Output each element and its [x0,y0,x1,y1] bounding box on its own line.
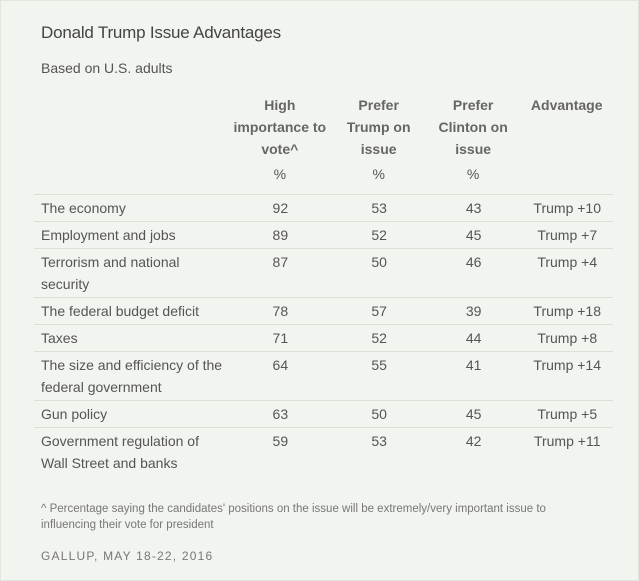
cell-prefer-trump: 50 [371,254,387,270]
header-issue [34,94,228,160]
cell-issue: Terrorism and national security [41,254,180,292]
cell-importance: 64 [272,357,289,373]
cell-importance: 92 [272,200,289,216]
table-row: Taxes 71 52 44 Trump +8 [34,324,613,352]
unit-importance: % [273,166,287,182]
cell-prefer-trump: 57 [371,303,387,319]
table-row: The economy 92 53 43 Trump +10 [34,194,613,222]
table-row: Government regulation of Wall Street and… [34,427,613,477]
cell-prefer-clinton: 39 [465,303,482,319]
cell-prefer-trump: 53 [371,433,387,449]
cell-importance: 87 [272,254,289,270]
cell-issue: Taxes [41,330,78,346]
cell-advantage: Trump +5 [537,406,598,422]
cell-importance: 63 [272,406,289,422]
cell-issue: The economy [41,200,126,216]
cell-prefer-trump: 53 [371,200,387,216]
cell-importance: 71 [272,330,289,346]
table-row: Gun policy 63 50 45 Trump +5 [34,400,613,428]
cell-advantage: Trump +18 [533,303,601,319]
cell-advantage: Trump +7 [537,227,598,243]
table-row: Employment and jobs 89 52 45 Trump +7 [34,221,613,249]
header-prefer-clinton: Prefer Clinton on issue [438,97,508,157]
chart-title: Donald Trump Issue Advantages [41,23,281,42]
cell-prefer-trump: 52 [371,330,387,346]
cell-issue: Employment and jobs [41,227,176,243]
cell-prefer-clinton: 45 [465,227,482,243]
header-advantage: Advantage [530,97,603,113]
issue-table: High importance to vote^ Prefer Trump on… [34,94,613,476]
header-importance: High importance to vote^ [233,97,327,157]
cell-issue: The federal budget deficit [41,303,199,319]
cell-prefer-trump: 52 [371,227,387,243]
cell-advantage: Trump +11 [533,433,601,449]
cell-prefer-clinton: 43 [465,200,482,216]
cell-advantage: Trump +8 [537,330,598,346]
cell-importance: 89 [272,227,289,243]
footnote: ^ Percentage saying the candidates' posi… [41,503,546,531]
cell-advantage: Trump +4 [537,254,598,270]
cell-advantage: Trump +10 [533,200,601,216]
header-prefer-trump: Prefer Trump on issue [346,97,411,157]
cell-prefer-trump: 50 [371,406,387,422]
table-row: The size and efficiency of the federal g… [34,351,613,401]
cell-importance: 78 [272,303,289,319]
cell-prefer-clinton: 46 [465,254,482,270]
cell-prefer-clinton: 41 [465,357,482,373]
cell-issue: Government regulation of Wall Street and… [41,433,199,471]
table-row: The federal budget deficit 78 57 39 Trump +1… [34,297,613,325]
cell-issue: The size and efficiency of the federal g… [41,357,223,395]
unit-prefer-clinton: % [466,166,480,182]
cell-prefer-trump: 55 [371,357,387,373]
table-row: Terrorism and national security 87 50 46 Tru… [34,248,613,298]
cell-issue: Gun policy [41,406,108,422]
cell-prefer-clinton: 45 [465,406,482,422]
unit-advantage [520,160,613,195]
unit-issue [34,160,228,195]
chart-subtitle: Based on U.S. adults [41,60,173,76]
cell-prefer-clinton: 42 [465,433,482,449]
cell-importance: 59 [272,433,289,449]
table-body: The economy 92 53 43 Trump +10 Employment and… [34,194,613,477]
unit-prefer-trump: % [372,166,385,182]
source-credit: GALLUP, MAY 18-22, 2016 [41,549,214,563]
cell-advantage: Trump +14 [533,357,601,373]
cell-prefer-clinton: 44 [465,330,482,346]
